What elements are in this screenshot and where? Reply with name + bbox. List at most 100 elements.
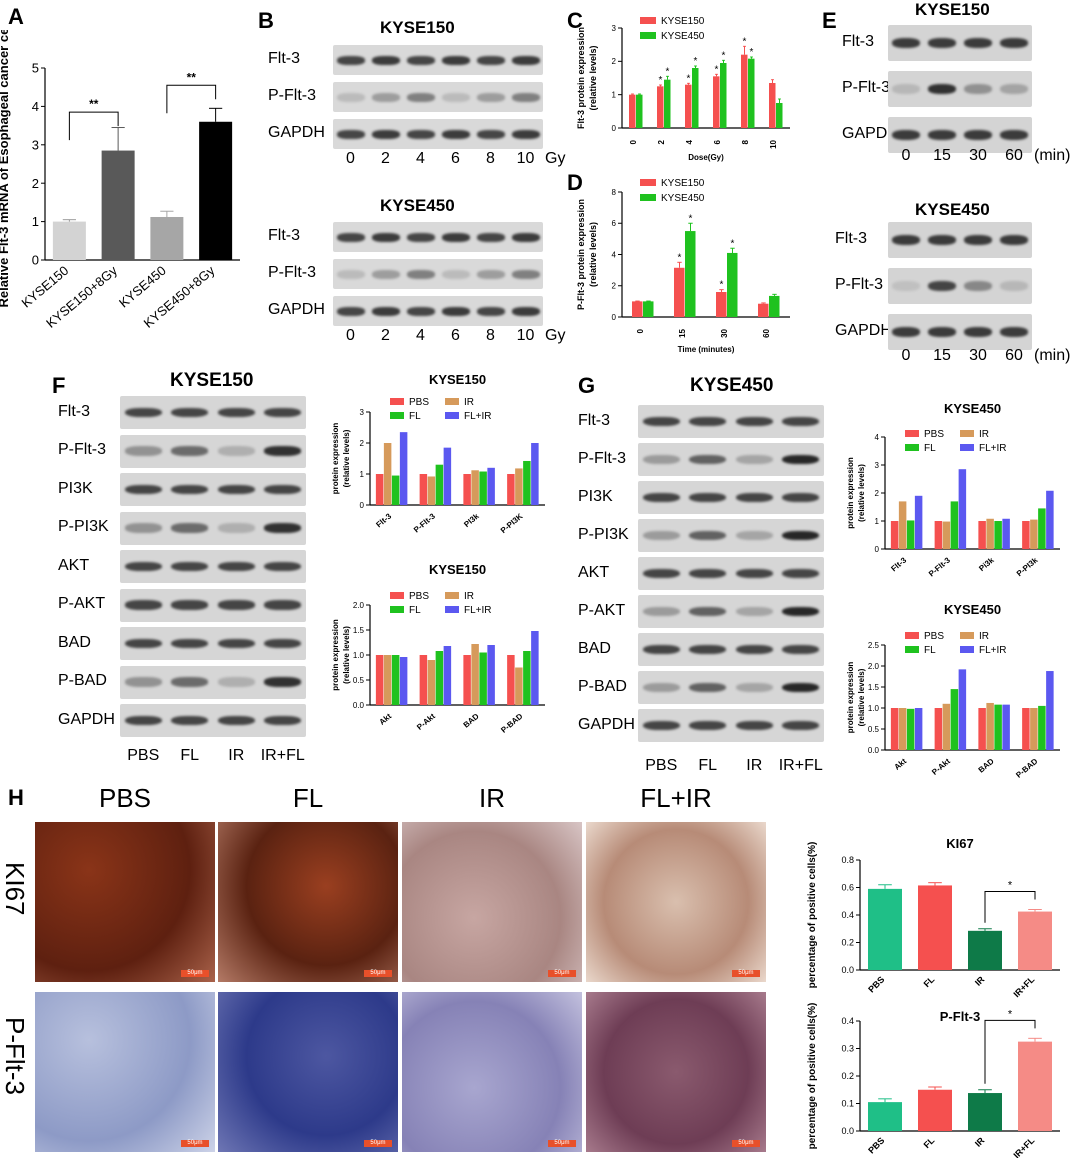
bar [868, 1102, 902, 1131]
ihc-column-label: IR [479, 783, 505, 813]
bar [958, 469, 967, 549]
bar [643, 301, 654, 317]
blot-band [642, 682, 680, 693]
legend-label: FL+IR [979, 443, 1007, 454]
chart-d: 0 2 4 6 8 0 15 30 60 P-Flt-3 protein expression (r… [576, 178, 790, 354]
blot-row-label: Flt-3 [842, 33, 874, 50]
bar [531, 631, 539, 705]
y-tick-label: 0.2 [841, 938, 854, 948]
y-tick-label: 2.5 [868, 641, 880, 650]
blot-band [336, 92, 365, 102]
blot-band [217, 407, 255, 418]
legend-label: IR [979, 631, 989, 642]
bar [950, 689, 959, 750]
blot-band [963, 234, 993, 246]
blot-band [476, 129, 505, 139]
bar [727, 252, 738, 317]
blot-strip [888, 71, 1032, 107]
x-tick-label: IR [973, 974, 987, 988]
y-tick-label: 1.5 [868, 683, 880, 692]
bar [914, 708, 923, 750]
bar [383, 443, 392, 505]
bar [918, 1089, 952, 1131]
x-tick-label: IR [973, 1135, 987, 1149]
legend-swatch [390, 592, 404, 599]
blot-row-label: BAD [578, 639, 611, 657]
y-axis-label: protein expression [331, 423, 340, 495]
blot-band [927, 326, 957, 338]
y-tick-label: 2 [612, 57, 617, 66]
panel-label-g: G [578, 373, 596, 398]
bar [994, 704, 1002, 750]
legend-label: FL [409, 411, 421, 422]
significance-star: * [694, 56, 698, 67]
blot-row-label: GAPDH [58, 710, 115, 728]
blot-band [642, 492, 680, 503]
y-axis-label: (relative levels) [857, 464, 866, 522]
blot-unit-label: (min) [1034, 147, 1071, 164]
bar [958, 669, 967, 750]
y-axis-label: (relative levels) [588, 222, 598, 287]
legend-swatch [640, 32, 656, 39]
blot-lane-label: PBS [645, 757, 678, 774]
x-tick-label: FL [922, 1135, 937, 1150]
blot-band [735, 606, 773, 617]
blot-band [441, 232, 470, 242]
x-tick-label: 0 [636, 328, 645, 333]
scale-bar: 50μm [364, 970, 392, 977]
y-axis-label: protein expression [846, 662, 855, 734]
legend-label: KYSE450 [661, 31, 705, 42]
blot-lane-label: 30 [969, 147, 987, 164]
bar [463, 474, 471, 505]
y-tick-label: 3 [360, 408, 365, 417]
bar [898, 708, 907, 750]
significance-star: * [1008, 880, 1013, 892]
x-tick-label: Akt [378, 711, 394, 726]
y-tick-label: 4 [875, 433, 880, 442]
y-tick-label: 0.8 [841, 855, 854, 865]
blot-lane-label: 4 [416, 150, 425, 167]
blot-e-title-bottom: KYSE450 [915, 200, 990, 219]
x-tick-label: PI3k [462, 511, 481, 529]
y-tick-label: 1 [612, 90, 617, 99]
legend-swatch [905, 646, 919, 653]
blot-band [782, 644, 820, 655]
bar [487, 467, 495, 505]
blot-band [171, 600, 209, 610]
x-tick-label: Akt [893, 756, 909, 771]
blot-row-label: Flt-3 [268, 227, 300, 244]
y-tick-label: 0 [875, 545, 880, 554]
blot-band [264, 561, 302, 572]
bar [890, 521, 899, 549]
blot-band [999, 326, 1029, 338]
legend-label: PBS [409, 397, 429, 408]
ihc-column-label: PBS [98, 783, 152, 813]
scale-bar: 50μm [548, 1140, 576, 1147]
bar [523, 460, 531, 505]
blot-band [782, 416, 820, 427]
blot-row-label: P-Flt-3 [268, 264, 316, 281]
blot-band [124, 715, 162, 726]
blot-band [735, 454, 773, 465]
blot-lane-label: 60 [1005, 347, 1023, 364]
bar [1030, 519, 1038, 549]
y-tick-label: 4 [612, 250, 617, 259]
blot-band [511, 129, 540, 139]
blot-strip [333, 45, 543, 75]
chart-title: P-Flt-3 [940, 1009, 980, 1024]
legend-swatch [960, 444, 974, 451]
legend-label: IR [464, 397, 474, 408]
x-tick-label: P-BAD [499, 712, 524, 735]
blot-band [476, 232, 505, 242]
scale-bar: 50μm [364, 1140, 392, 1147]
blot-strip [333, 119, 543, 149]
blot-lane-label: IR [746, 757, 763, 774]
significance-label: ** [187, 70, 197, 84]
blot-band [124, 407, 162, 418]
blot-band [511, 232, 540, 242]
y-tick-label: 0.0 [841, 965, 854, 975]
bar [868, 888, 902, 970]
bar [986, 518, 994, 549]
blot-band [689, 568, 727, 579]
x-tick-label: 0 [629, 139, 638, 144]
